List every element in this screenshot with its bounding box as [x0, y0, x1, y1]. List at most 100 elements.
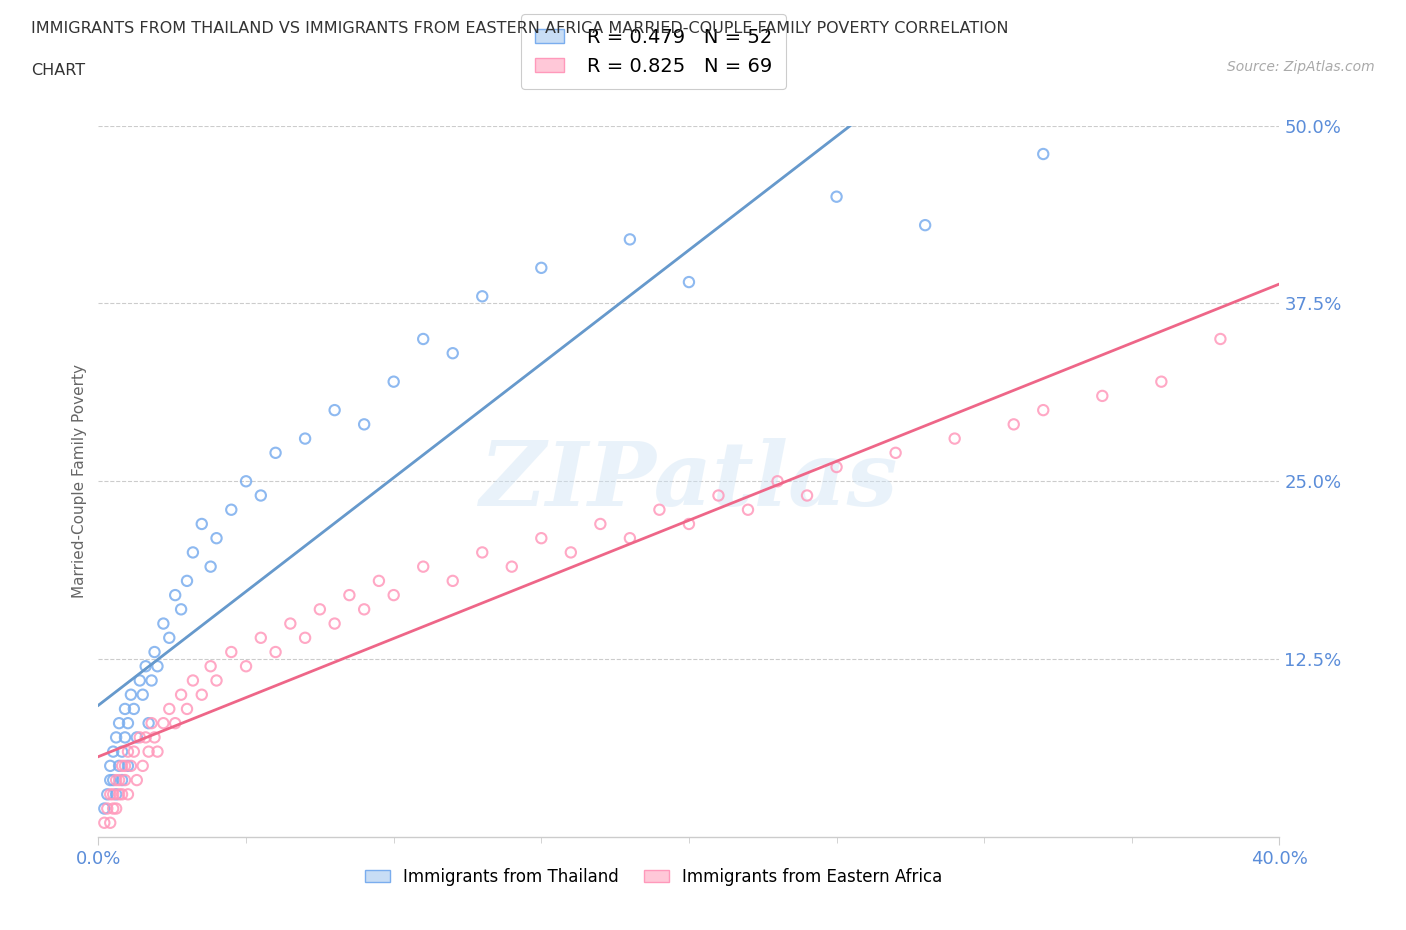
- Point: [122, 744, 145, 759]
- Point: [181, 545, 204, 560]
- Y-axis label: Married-Couple Family Poverty: Married-Couple Family Poverty: [72, 365, 87, 598]
- Point: [176, 574, 198, 589]
- Point: [200, 559, 222, 574]
- Point: [368, 574, 391, 589]
- Point: [619, 232, 641, 246]
- Point: [105, 801, 128, 816]
- Point: [114, 759, 136, 774]
- Point: [648, 502, 671, 517]
- Point: [96, 801, 118, 816]
- Point: [117, 716, 139, 731]
- Point: [170, 687, 193, 702]
- Point: [353, 602, 375, 617]
- Point: [105, 773, 128, 788]
- Point: [825, 190, 848, 205]
- Point: [294, 432, 316, 446]
- Point: [323, 403, 346, 418]
- Point: [103, 744, 125, 759]
- Point: [146, 744, 169, 759]
- Point: [108, 759, 131, 774]
- Point: [96, 787, 118, 802]
- Point: [98, 816, 121, 830]
- Point: [943, 432, 966, 446]
- Point: [796, 488, 818, 503]
- Point: [143, 644, 166, 659]
- Point: [143, 730, 166, 745]
- Point: [205, 531, 228, 546]
- Point: [152, 617, 174, 631]
- Point: [280, 617, 302, 631]
- Point: [108, 787, 131, 802]
- Point: [471, 545, 494, 560]
- Point: [530, 531, 553, 546]
- Point: [412, 332, 434, 347]
- Point: [235, 474, 257, 489]
- Point: [135, 730, 157, 745]
- Point: [165, 716, 187, 731]
- Point: [589, 516, 612, 531]
- Point: [170, 602, 193, 617]
- Text: CHART: CHART: [31, 63, 84, 78]
- Point: [111, 744, 134, 759]
- Point: [103, 801, 125, 816]
- Point: [103, 787, 125, 802]
- Point: [135, 658, 157, 673]
- Point: [117, 759, 139, 774]
- Point: [412, 559, 434, 574]
- Point: [120, 687, 142, 702]
- Point: [471, 289, 494, 304]
- Point: [111, 773, 134, 788]
- Point: [441, 346, 464, 361]
- Point: [165, 588, 187, 603]
- Point: [309, 602, 332, 617]
- Point: [146, 658, 169, 673]
- Point: [98, 787, 121, 802]
- Point: [323, 617, 346, 631]
- Point: [339, 588, 361, 603]
- Point: [98, 773, 121, 788]
- Point: [560, 545, 582, 560]
- Point: [1150, 374, 1173, 389]
- Point: [132, 687, 155, 702]
- Point: [122, 701, 145, 716]
- Point: [117, 744, 139, 759]
- Point: [128, 730, 150, 745]
- Point: [1209, 332, 1232, 347]
- Point: [678, 274, 700, 289]
- Point: [221, 502, 243, 517]
- Point: [105, 787, 128, 802]
- Point: [114, 773, 136, 788]
- Text: Source: ZipAtlas.com: Source: ZipAtlas.com: [1227, 60, 1375, 74]
- Point: [117, 787, 139, 802]
- Point: [141, 716, 163, 731]
- Point: [138, 716, 160, 731]
- Point: [125, 773, 148, 788]
- Point: [93, 801, 115, 816]
- Point: [114, 730, 136, 745]
- Point: [93, 816, 115, 830]
- Point: [250, 488, 273, 503]
- Point: [157, 701, 180, 716]
- Point: [235, 658, 257, 673]
- Point: [176, 701, 198, 716]
- Point: [1032, 403, 1054, 418]
- Point: [441, 574, 464, 589]
- Point: [1091, 389, 1114, 404]
- Point: [128, 673, 150, 688]
- Point: [264, 445, 287, 460]
- Point: [294, 631, 316, 645]
- Point: [132, 759, 155, 774]
- Point: [191, 516, 214, 531]
- Point: [200, 658, 222, 673]
- Point: [157, 631, 180, 645]
- Point: [737, 502, 759, 517]
- Text: IMMIGRANTS FROM THAILAND VS IMMIGRANTS FROM EASTERN AFRICA MARRIED-COUPLE FAMILY: IMMIGRANTS FROM THAILAND VS IMMIGRANTS F…: [31, 21, 1008, 36]
- Point: [884, 445, 907, 460]
- Legend: Immigrants from Thailand, Immigrants from Eastern Africa: Immigrants from Thailand, Immigrants fro…: [359, 861, 949, 893]
- Point: [152, 716, 174, 731]
- Point: [105, 730, 128, 745]
- Point: [1002, 417, 1025, 432]
- Point: [530, 260, 553, 275]
- Point: [1032, 147, 1054, 162]
- Point: [191, 687, 214, 702]
